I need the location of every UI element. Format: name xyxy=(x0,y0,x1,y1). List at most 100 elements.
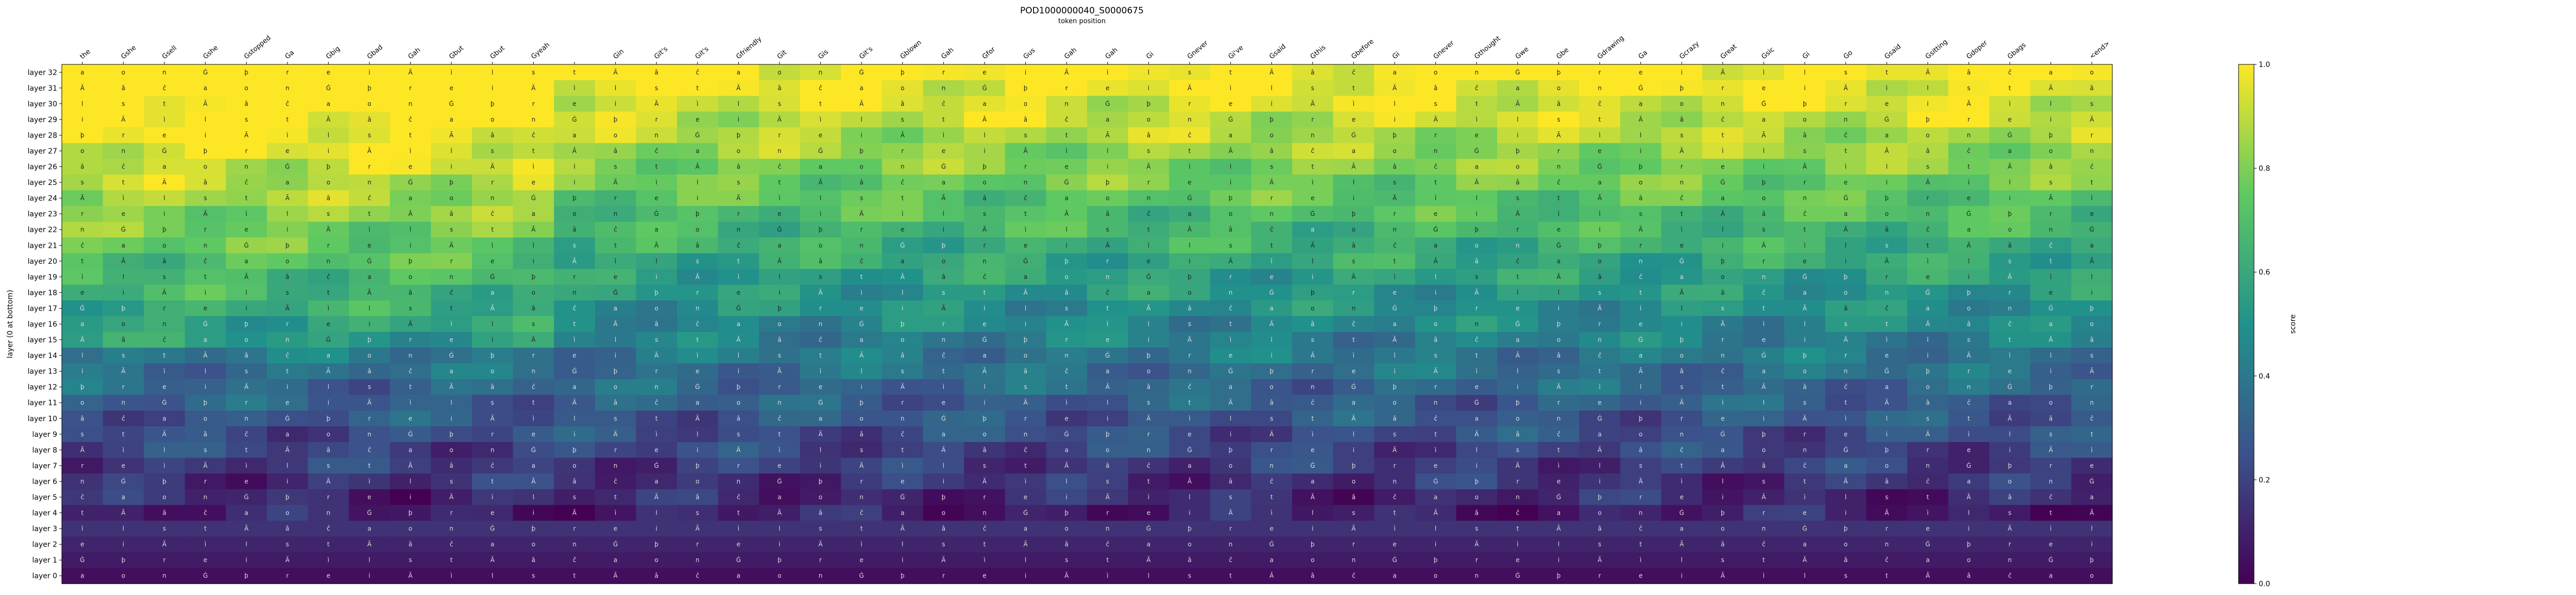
heatmap-cell xyxy=(1743,222,1785,238)
heatmap-cell xyxy=(513,552,554,569)
heatmap-cell xyxy=(1579,568,1621,584)
heatmap-cell-label: ì xyxy=(1106,320,1108,328)
heatmap-cell xyxy=(1620,568,1662,584)
heatmap-cell-label: o xyxy=(1680,352,1684,359)
heatmap-cell-label: â xyxy=(1598,273,1601,280)
heatmap-cell-label: Ä xyxy=(1967,351,1971,359)
heatmap-cell xyxy=(718,536,759,553)
heatmap-cell xyxy=(1497,316,1539,332)
heatmap-cell xyxy=(226,127,267,144)
heatmap-cell-label: Ä xyxy=(982,477,987,485)
heatmap-cell-label: l xyxy=(1476,195,1478,202)
heatmap-cell xyxy=(1866,426,1908,443)
heatmap-cell-label: ì xyxy=(1681,226,1683,233)
heatmap-cell xyxy=(554,284,596,301)
heatmap-cell xyxy=(1620,96,1662,112)
x-tick-label: Gcrazy xyxy=(1678,40,1701,61)
heatmap-cell-label: Ġ xyxy=(572,115,577,123)
heatmap-cell-label: t xyxy=(1352,84,1355,92)
heatmap-cell-label: Ä xyxy=(736,446,741,453)
heatmap-cell-label: a xyxy=(982,100,986,107)
heatmap-cell xyxy=(1128,300,1170,317)
heatmap-cell-label: Ã xyxy=(367,540,372,548)
heatmap-cell-label: ì xyxy=(655,179,657,186)
heatmap-cell xyxy=(389,253,431,269)
heatmap-cell xyxy=(349,206,391,223)
heatmap-cell-label: i xyxy=(1394,116,1395,123)
heatmap-cell xyxy=(1128,442,1170,458)
heatmap-cell xyxy=(2030,489,2072,505)
heatmap-cell xyxy=(595,520,636,537)
heatmap-cell-label: n xyxy=(1516,494,1520,501)
heatmap-cell-label: i xyxy=(1763,163,1765,171)
heatmap-cell xyxy=(923,316,964,332)
heatmap-cell-label: a xyxy=(819,415,822,422)
heatmap-cell xyxy=(1784,395,1826,411)
heatmap-cell-label: s xyxy=(532,320,535,328)
heatmap-cell-label: ì xyxy=(1434,195,1436,202)
heatmap-cell xyxy=(267,64,309,81)
heatmap-cell-label: ì xyxy=(737,273,739,280)
heatmap-cell-label: a xyxy=(1967,226,1971,233)
heatmap-cell xyxy=(1784,536,1826,553)
heatmap-cell xyxy=(2030,190,2072,207)
heatmap-cell-label: o xyxy=(1106,195,1109,202)
heatmap-cell xyxy=(1743,411,1785,427)
heatmap-cell-label: t xyxy=(163,100,166,107)
heatmap-cell-label: i xyxy=(2091,541,2093,548)
heatmap-cell-label: â xyxy=(204,431,207,438)
heatmap-cell-label: Ã xyxy=(941,446,946,453)
heatmap-cell xyxy=(1743,96,1785,112)
heatmap-cell-label: t xyxy=(614,242,617,249)
heatmap-cell xyxy=(1579,159,1621,175)
x-tick-label: Gdrawing xyxy=(1596,34,1625,61)
heatmap-cell xyxy=(2030,284,2072,301)
heatmap-cell-label: þ xyxy=(162,478,166,485)
heatmap-cell xyxy=(1292,505,1334,521)
heatmap-cell-label: ì xyxy=(1844,415,1846,422)
heatmap-cell-label: t xyxy=(532,399,535,406)
heatmap-cell-label: â xyxy=(1598,525,1601,532)
heatmap-cell-label: o xyxy=(942,509,945,517)
heatmap-cell xyxy=(1948,111,1990,128)
heatmap-cell xyxy=(1005,489,1046,505)
heatmap-cell-label: Ġ xyxy=(1680,257,1684,265)
heatmap-cell xyxy=(226,379,267,396)
heatmap-cell-label: â xyxy=(614,399,617,406)
heatmap-cell xyxy=(184,237,226,254)
heatmap-cell xyxy=(718,237,759,254)
heatmap-cell xyxy=(1907,222,1949,238)
heatmap-cell-label: o xyxy=(1598,509,1601,517)
heatmap-cell-label: n xyxy=(1885,289,1889,296)
heatmap-cell xyxy=(349,96,391,112)
x-tick-label: Gsaid xyxy=(1883,43,1903,61)
heatmap-cell xyxy=(2030,111,2072,128)
heatmap-cell xyxy=(759,127,801,144)
heatmap-cell-label: o xyxy=(1557,336,1561,344)
heatmap-cell xyxy=(964,96,1006,112)
heatmap-cell-label: þ xyxy=(2090,556,2094,564)
heatmap-cell-label: ì xyxy=(2008,352,2010,359)
heatmap-cell-label: s xyxy=(450,226,453,233)
heatmap-cell xyxy=(1743,237,1785,254)
heatmap-cell xyxy=(636,174,677,191)
heatmap-cell-label: þ xyxy=(490,100,495,107)
heatmap-cell xyxy=(103,568,144,584)
heatmap-cell xyxy=(1866,80,1908,96)
heatmap-cell xyxy=(923,536,964,553)
heatmap-cell xyxy=(1948,520,1990,537)
heatmap-cell xyxy=(1661,505,1703,521)
heatmap-cell-label: o xyxy=(450,446,453,453)
heatmap-cell xyxy=(1866,269,1908,285)
heatmap-cell-label: l xyxy=(1763,399,1765,406)
heatmap-cell-label: s xyxy=(122,352,125,359)
heatmap-cell xyxy=(308,190,349,207)
heatmap-cell-label: Ã xyxy=(982,115,987,123)
heatmap-cell-label: â xyxy=(1516,431,1519,438)
heatmap-cell-label: ĉ xyxy=(1434,415,1437,422)
heatmap-cell-label: e xyxy=(777,210,781,217)
heatmap-cell xyxy=(1538,206,1580,223)
heatmap-cell-label: r xyxy=(1229,273,1232,280)
heatmap-cell xyxy=(1743,284,1785,301)
